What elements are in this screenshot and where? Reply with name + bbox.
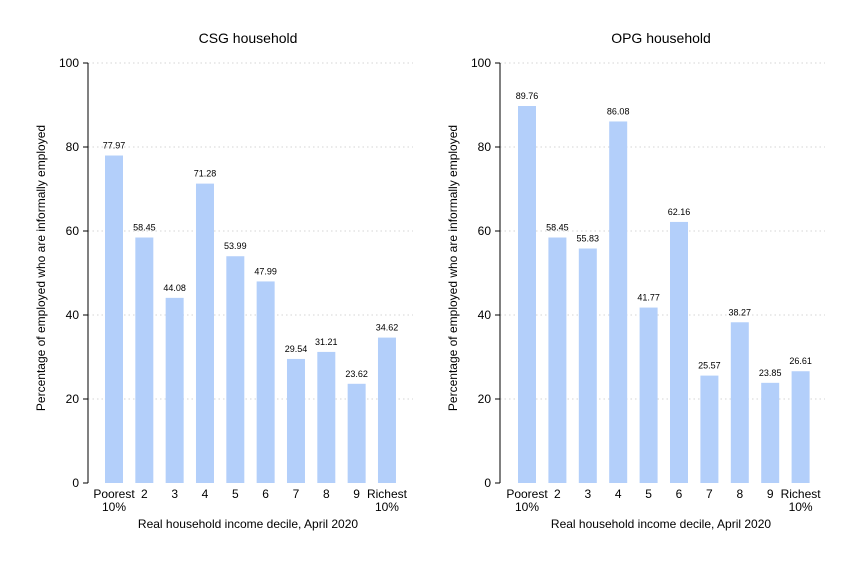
y-tick-label: 60 — [66, 224, 80, 238]
bar — [518, 106, 536, 484]
data-label: 89.76 — [516, 91, 539, 101]
x-tick-label: 7 — [706, 487, 713, 501]
chart-title: OPG household — [611, 30, 711, 46]
data-label: 55.83 — [577, 234, 600, 244]
x-axis-label: Real household income decile, April 2020 — [138, 517, 358, 531]
x-tick-label: 3 — [171, 487, 178, 501]
y-tick-label: 60 — [478, 224, 492, 238]
x-tick-label: 9 — [353, 487, 360, 501]
x-tick-label: 8 — [736, 487, 743, 501]
x-tick-label: 10% — [375, 500, 399, 514]
x-tick-label: 10% — [789, 500, 813, 514]
bar — [730, 322, 749, 483]
y-tick-label: 20 — [478, 392, 492, 406]
bar — [226, 256, 245, 483]
bar — [639, 307, 658, 483]
data-label: 62.16 — [668, 207, 691, 217]
x-tick-label: 8 — [323, 487, 330, 501]
bar — [286, 358, 305, 483]
bar — [578, 248, 597, 483]
data-label: 58.45 — [546, 223, 569, 233]
bar — [256, 281, 275, 483]
x-tick-label: 6 — [262, 487, 269, 501]
data-label: 77.97 — [103, 141, 126, 151]
x-tick-label: Richest — [367, 487, 408, 501]
y-tick-label: 0 — [484, 476, 491, 490]
x-tick-label: 10% — [102, 500, 126, 514]
bar — [105, 155, 123, 483]
x-tick-label: 6 — [676, 487, 683, 501]
data-label: 44.08 — [163, 283, 186, 293]
x-tick-label: 5 — [232, 487, 239, 501]
bar — [670, 221, 688, 484]
y-tick-label: 40 — [478, 308, 492, 322]
data-label: 23.62 — [345, 369, 368, 379]
x-tick-label: 9 — [767, 487, 774, 501]
data-label: 29.54 — [285, 344, 308, 354]
x-tick-label: 4 — [202, 487, 209, 501]
bar — [548, 237, 567, 483]
data-label: 38.27 — [729, 307, 752, 317]
y-tick-label: 80 — [66, 140, 80, 154]
x-tick-label: 5 — [645, 487, 652, 501]
y-axis-label: Percentage of employed who are informall… — [446, 125, 460, 411]
x-tick-label: 2 — [554, 487, 561, 501]
y-axis-label: Percentage of employed who are informall… — [34, 125, 48, 411]
x-tick-label: 10% — [515, 500, 539, 514]
bar — [135, 237, 154, 483]
bar — [317, 351, 336, 483]
bar — [195, 183, 214, 483]
y-tick-label: 100 — [59, 56, 79, 70]
data-label: 47.99 — [254, 266, 277, 276]
data-label: 41.77 — [637, 293, 660, 303]
data-label: 86.08 — [607, 106, 630, 116]
data-label: 31.21 — [315, 337, 338, 347]
data-label: 71.28 — [194, 169, 217, 179]
data-label: 25.57 — [698, 361, 721, 371]
bar — [609, 121, 628, 484]
data-label: 26.61 — [789, 356, 812, 366]
x-tick-label: 4 — [615, 487, 622, 501]
data-label: 23.85 — [759, 368, 782, 378]
y-tick-label: 80 — [478, 140, 492, 154]
bar — [761, 382, 780, 483]
y-tick-label: 40 — [66, 308, 80, 322]
y-tick-label: 100 — [471, 56, 491, 70]
x-axis-label: Real household income decile, April 2020 — [551, 517, 771, 531]
data-label: 34.62 — [376, 323, 399, 333]
chart-title: CSG household — [199, 30, 298, 46]
bar — [165, 297, 184, 483]
x-tick-label: Poorest — [506, 487, 548, 501]
x-tick-label: 2 — [141, 487, 148, 501]
x-tick-label: Richest — [781, 487, 822, 501]
data-label: 53.99 — [224, 241, 247, 251]
bar — [791, 371, 810, 483]
x-tick-label: 3 — [584, 487, 591, 501]
bar — [700, 375, 719, 483]
y-tick-label: 0 — [72, 476, 79, 490]
data-label: 58.45 — [133, 223, 156, 233]
x-tick-label: Poorest — [93, 487, 135, 501]
y-tick-label: 20 — [66, 392, 80, 406]
bar — [377, 337, 396, 483]
x-tick-label: 7 — [293, 487, 300, 501]
bar — [347, 383, 366, 483]
